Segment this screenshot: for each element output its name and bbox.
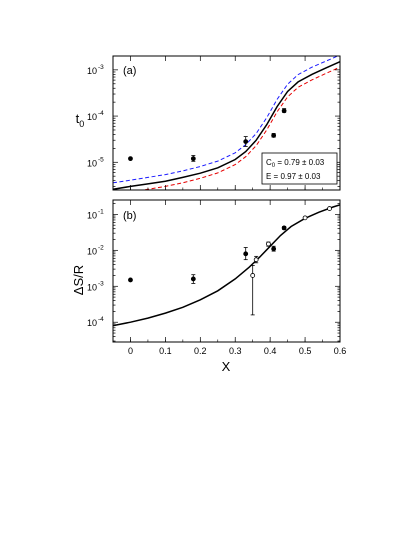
x-tick-label: 0.4 bbox=[264, 346, 277, 356]
data-point-7 bbox=[281, 225, 287, 231]
marker bbox=[271, 133, 277, 138]
marker bbox=[190, 276, 196, 282]
panel-a-label: (a) bbox=[123, 65, 136, 77]
panel-b-ylabel: ΔS/R bbox=[71, 265, 86, 295]
y-tick-exponent: -4 bbox=[98, 316, 104, 323]
panel-b-xlabel: X bbox=[222, 359, 231, 374]
panel-b-label: (b) bbox=[123, 210, 136, 222]
y-tick-label: 10 bbox=[87, 66, 97, 76]
y-tick-exponent: -3 bbox=[98, 280, 104, 287]
marker bbox=[281, 225, 287, 231]
fit-parameters-frame bbox=[261, 152, 338, 185]
data-point-5 bbox=[266, 241, 271, 247]
marker bbox=[190, 156, 196, 162]
data-point-2 bbox=[243, 247, 249, 261]
data-point-1 bbox=[190, 155, 196, 162]
y-tick-exponent: -2 bbox=[98, 244, 104, 251]
x-tick-label: 0.3 bbox=[229, 346, 242, 356]
y-tick-exponent: -1 bbox=[98, 208, 104, 215]
marker bbox=[128, 277, 133, 283]
y-tick-exponent: -3 bbox=[98, 64, 104, 71]
panel-a: 10-510-410-3 (a) t0 C0 = 0.79 ± 0.03 E =… bbox=[76, 55, 341, 191]
y-tick-label: 10 bbox=[87, 282, 97, 292]
x-tick-label: 0 bbox=[128, 346, 133, 356]
data-point-3 bbox=[250, 265, 256, 316]
y-tick-label: 10 bbox=[87, 210, 97, 220]
series-line-0 bbox=[113, 204, 340, 327]
series-line-0 bbox=[113, 61, 340, 190]
data-point-1 bbox=[190, 274, 196, 284]
marker bbox=[243, 139, 249, 145]
data-point-6 bbox=[271, 245, 277, 252]
data-point-0 bbox=[128, 156, 133, 162]
data-point-9 bbox=[327, 206, 332, 211]
data-point-8 bbox=[302, 215, 308, 221]
marker bbox=[243, 251, 249, 257]
data-point-0 bbox=[128, 277, 133, 283]
marker bbox=[128, 156, 133, 162]
marker bbox=[327, 206, 332, 211]
data-point-3 bbox=[271, 133, 277, 138]
marker bbox=[266, 241, 271, 247]
y-tick-exponent: -4 bbox=[98, 110, 104, 117]
y-tick-label: 10 bbox=[87, 318, 97, 328]
x-tick-label: 0.5 bbox=[299, 346, 312, 356]
y-tick-exponent: -5 bbox=[98, 156, 104, 163]
y-tick-label: 10 bbox=[87, 112, 97, 122]
marker bbox=[253, 257, 259, 263]
data-point-2 bbox=[243, 136, 249, 147]
panel-b: 10-410-310-210-1 0 0.1 0.2 0.3 0.4 0.5 0.6 (b)… bbox=[71, 199, 347, 374]
data-point-4 bbox=[281, 108, 287, 114]
e-parameter: E = 0.97 ± 0.03 bbox=[266, 172, 321, 181]
y-tick-label: 10 bbox=[87, 158, 97, 168]
fit-parameters-box: C0 = 0.79 ± 0.03 E = 0.97 ± 0.03 bbox=[261, 152, 338, 185]
marker bbox=[250, 273, 256, 278]
marker bbox=[271, 246, 277, 252]
x-tick-label: 0.2 bbox=[194, 346, 207, 356]
x-tick-label: 0.6 bbox=[334, 346, 347, 356]
x-tick-label: 0.1 bbox=[159, 346, 172, 356]
panel-a-ylabel: t0 bbox=[76, 111, 85, 129]
marker bbox=[302, 215, 308, 221]
marker bbox=[281, 108, 287, 114]
series-line-2 bbox=[139, 66, 340, 190]
c0-parameter: C0 = 0.79 ± 0.03 bbox=[266, 158, 325, 169]
panel-b-frame bbox=[112, 199, 341, 343]
data-point-4 bbox=[253, 255, 259, 264]
y-tick-label: 10 bbox=[87, 246, 97, 256]
